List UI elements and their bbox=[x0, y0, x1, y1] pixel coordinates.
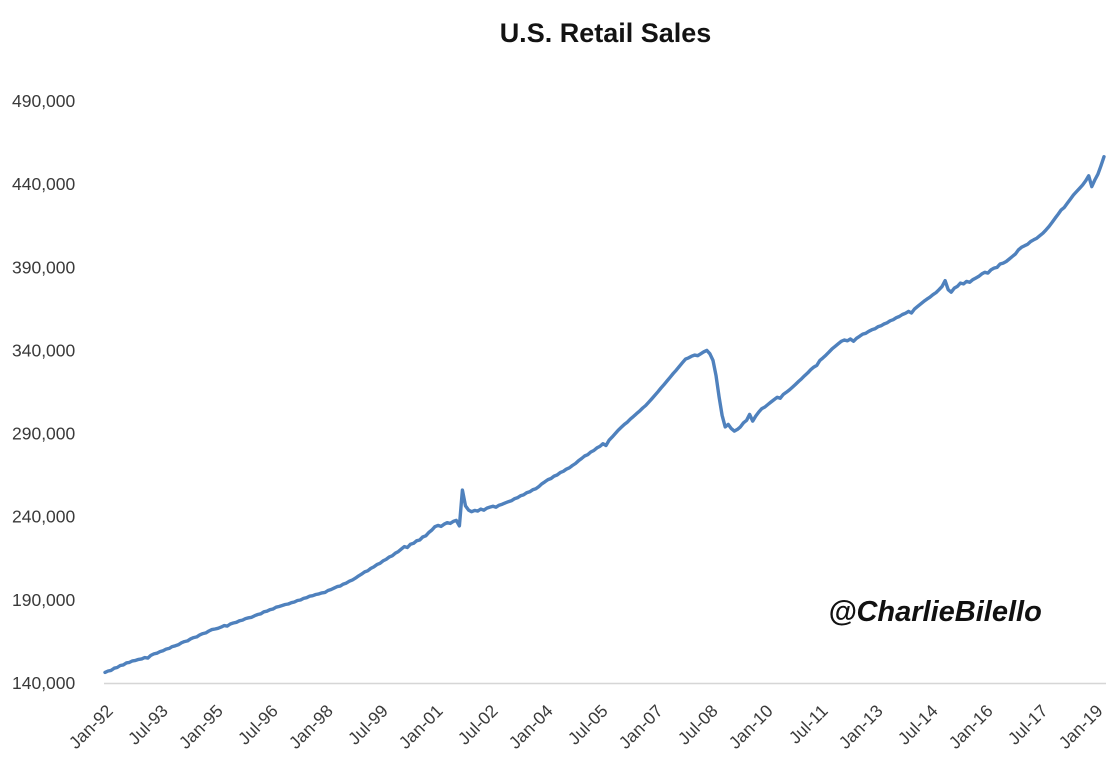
x-tick-label: Jul-11 bbox=[785, 701, 832, 748]
y-tick-label: 140,000 bbox=[12, 673, 76, 693]
y-tick-label: 240,000 bbox=[12, 507, 76, 527]
x-tick-label: Jul-96 bbox=[234, 701, 282, 749]
y-tick-label: 390,000 bbox=[12, 257, 76, 277]
y-tick-label: 190,000 bbox=[12, 590, 76, 610]
x-tick-label: Jul-14 bbox=[894, 701, 942, 749]
x-tick-label: Jan-10 bbox=[725, 701, 777, 753]
x-tick-label: Jan-98 bbox=[285, 701, 337, 753]
x-tick-label: Jul-93 bbox=[124, 701, 172, 749]
retail-sales-line bbox=[103, 154, 1106, 675]
x-tick-label: Jul-05 bbox=[564, 701, 612, 749]
x-tick-label: Jul-08 bbox=[674, 701, 722, 749]
x-tick-label: Jul-02 bbox=[454, 701, 502, 749]
y-axis-labels: 140,000 190,000 240,000 290,000 340,000 390,0… bbox=[12, 91, 76, 693]
watermark-charliebilello: @CharlieBilello bbox=[828, 596, 1042, 628]
chart-title: U.S. Retail Sales bbox=[499, 18, 712, 48]
x-tick-label: Jan-07 bbox=[615, 701, 667, 753]
y-tick-label: 290,000 bbox=[12, 424, 76, 444]
x-tick-label: Jan-19 bbox=[1055, 701, 1106, 753]
x-tick-label: Jan-95 bbox=[175, 701, 227, 753]
x-tick-label: Jul-99 bbox=[344, 701, 392, 749]
x-tick-label: Jan-92 bbox=[65, 701, 117, 753]
x-tick-label: Jan-01 bbox=[395, 701, 447, 753]
y-tick-label: 340,000 bbox=[12, 340, 76, 360]
x-tick-label: Jan-16 bbox=[945, 701, 997, 753]
y-tick-label: 440,000 bbox=[12, 174, 76, 194]
x-tick-label: Jan-13 bbox=[835, 701, 887, 753]
x-tick-label: Jul-17 bbox=[1004, 701, 1052, 749]
x-axis-labels: Jan-92 Jul-93 Jan-95 Jul-96 Jan-98 Jul-99 Jan-… bbox=[65, 701, 1106, 753]
y-tick-label: 490,000 bbox=[12, 91, 76, 111]
x-tick-label: Jan-04 bbox=[505, 701, 557, 753]
